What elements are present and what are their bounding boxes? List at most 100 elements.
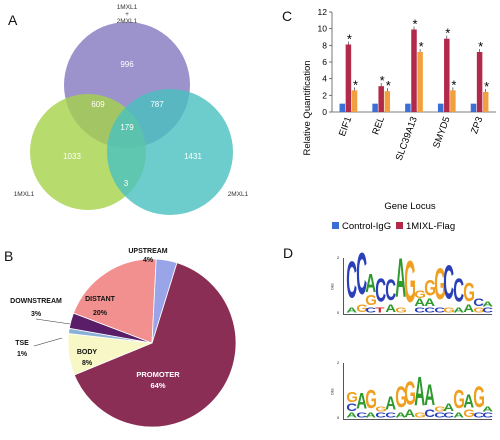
bar-xtick-label: EIF1 [337, 115, 354, 138]
pie-leader-tse [33, 337, 63, 347]
pie-percent-upstream: 4% [143, 257, 154, 264]
logo-letter-c: C [433, 411, 445, 420]
pie-label-downstream: DOWNSTREAM [10, 298, 62, 305]
logo-letter-g: G [346, 389, 358, 406]
bar-significance-star: * [445, 26, 450, 41]
logo-letter-g: G [463, 278, 475, 307]
logo-letter-c: C [385, 274, 396, 308]
bar-ytick-label: 4 [322, 74, 327, 84]
legend-label: Control-IgG [342, 221, 391, 232]
logo-letter-c: C [385, 411, 396, 420]
bar-significance-star: * [380, 73, 385, 88]
logo-letter-c: C [346, 401, 358, 414]
bar-zp3-2 [482, 92, 489, 112]
bar-xtick-label: SMYD5 [431, 115, 453, 150]
logo-letter-a: A [443, 401, 455, 414]
venn-region-right-only: 1431 [184, 152, 202, 161]
logo-letter-c: C [414, 306, 426, 315]
logo-letter-a: A [385, 393, 396, 415]
logo-letter-c: C [424, 407, 435, 420]
logo-letter-g: G [472, 382, 485, 415]
pie-leader-downstream [35, 318, 71, 325]
venn-region-left-right: 3 [124, 179, 129, 188]
logo-letter-a: A [394, 249, 406, 312]
logo-letter-g: G [355, 302, 368, 315]
logo-letter-g: G [404, 375, 417, 413]
logo-letter-a: A [385, 302, 396, 315]
logo-letter-a: A [482, 300, 494, 309]
pie-label-tse: TSE [15, 340, 29, 347]
bar-rel-0 [372, 103, 378, 112]
venn-region-top-right: 787 [150, 100, 164, 109]
logo-letter-c: C [482, 411, 494, 420]
pie-percent-distant: 20% [93, 310, 108, 317]
logo-letter-g: G [394, 382, 407, 415]
bar-slc39a13-0 [405, 103, 411, 112]
pie-percent-downstream: 3% [31, 311, 42, 318]
bar-significance-star: * [412, 17, 417, 32]
legend-swatch [396, 222, 403, 229]
logo-letter-g: G [443, 306, 456, 315]
logo-letter-g: G [453, 385, 465, 415]
logo-letter-a: A [463, 391, 474, 412]
bar-significance-star: * [451, 77, 456, 92]
bar-slc39a13-1 [411, 29, 417, 112]
bar-rel-1 [378, 86, 384, 112]
venn-right-label: 2MXL1 [228, 191, 249, 198]
logo-letter-c: C [443, 411, 455, 420]
logo-letter-t: T [375, 306, 385, 315]
bar-smyd5-0 [437, 103, 444, 112]
logo-letter-g: G [433, 261, 446, 311]
bar-chart-ylabel: Relative Quantification [302, 60, 313, 155]
logo-letter-g: G [424, 276, 436, 302]
logo-letter-c: C [355, 411, 367, 420]
venn-top-label-line2: + [125, 11, 129, 18]
logo-letter-a: A [346, 411, 358, 420]
logo-letter-a: A [414, 370, 426, 416]
bar-eif1-1 [345, 44, 352, 112]
logo-letter-g: G [414, 411, 427, 420]
logo-letter-a: A [424, 296, 435, 309]
logo-2-ymin: 0 [337, 415, 340, 420]
panel-label-d: D [283, 245, 294, 261]
bar-chart-xlabel: Gene Locus [384, 201, 435, 212]
pie-chart-slices [67, 258, 237, 428]
bar-significance-star: * [386, 78, 391, 93]
logo-letter-c: C [433, 306, 445, 315]
logo-letter-a: A [453, 411, 465, 420]
bar-xtick-label: SLC39A13 [394, 115, 420, 162]
logo-letter-a: A [355, 389, 367, 415]
bar-ytick-label: 2 [322, 90, 327, 100]
bar-ytick-label: 0 [322, 107, 327, 117]
bar-xtick-label: REL [370, 115, 387, 136]
panel-label-a: A [8, 12, 18, 28]
pie-percent-promoter: 64% [150, 381, 165, 390]
logo-letter-a: A [365, 411, 377, 420]
logo-2-ymax: 2 [337, 360, 340, 365]
logo-letter-a: A [453, 306, 465, 315]
logo-letter-c: C [482, 306, 494, 315]
venn-region-left-only: 1033 [63, 152, 81, 161]
pie-label-promoter: PROMOTER [136, 370, 180, 379]
bar-significance-star: * [419, 39, 424, 54]
venn-top-label-line1: 1MXL1 [117, 4, 138, 11]
logo-1-ymax: 2 [337, 255, 340, 260]
venn-top-label-line3: 2MXL1 [117, 18, 138, 25]
logo-letter-c: C [453, 273, 465, 311]
logo-letter-g: G [394, 306, 407, 315]
bar-ytick-label: 8 [322, 40, 327, 50]
logo-letter-g: G [365, 385, 378, 415]
logo-letter-a: A [365, 269, 377, 299]
pie-slice-promoter [73, 262, 237, 428]
bar-eif1-2 [351, 90, 358, 112]
bar-significance-star: * [484, 79, 489, 94]
logo-letter-a: A [463, 302, 474, 315]
logo-letter-a: A [404, 407, 416, 420]
bar-significance-star: * [347, 32, 352, 47]
logo-letter-c: C [443, 257, 455, 311]
